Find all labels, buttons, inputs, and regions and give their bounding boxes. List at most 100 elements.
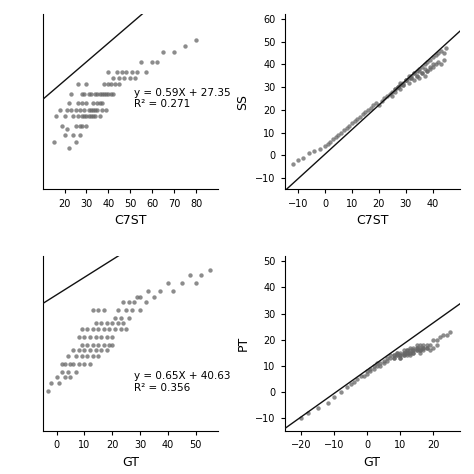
Point bbox=[100, 90, 108, 98]
Point bbox=[72, 106, 79, 114]
Point bbox=[70, 360, 77, 368]
Point bbox=[394, 83, 401, 91]
Point bbox=[374, 360, 381, 367]
Point bbox=[394, 83, 401, 91]
Point bbox=[82, 112, 90, 120]
Point bbox=[64, 352, 72, 360]
Point bbox=[87, 112, 95, 120]
Point bbox=[383, 354, 391, 362]
Point bbox=[406, 346, 414, 354]
Point bbox=[413, 72, 420, 80]
Point bbox=[61, 112, 68, 120]
Point bbox=[424, 67, 431, 75]
Point bbox=[400, 346, 407, 354]
Point bbox=[350, 378, 358, 385]
Point bbox=[381, 95, 388, 102]
Point bbox=[423, 341, 430, 349]
Point bbox=[370, 362, 378, 370]
Point bbox=[418, 70, 426, 77]
Point bbox=[400, 81, 407, 89]
Point bbox=[370, 101, 377, 109]
Point bbox=[164, 279, 172, 287]
Point bbox=[107, 81, 114, 88]
X-axis label: GT: GT bbox=[364, 456, 381, 469]
Point bbox=[72, 122, 79, 129]
Point bbox=[94, 352, 102, 360]
Point bbox=[423, 344, 430, 351]
Point bbox=[81, 333, 88, 341]
Point bbox=[74, 112, 82, 120]
Point bbox=[118, 68, 125, 75]
Point bbox=[92, 346, 100, 354]
Point bbox=[324, 399, 331, 406]
Point bbox=[403, 352, 410, 359]
Point bbox=[119, 319, 127, 327]
Point bbox=[89, 106, 97, 114]
Point bbox=[89, 325, 97, 333]
Point bbox=[52, 112, 60, 120]
Point bbox=[98, 100, 106, 107]
Point bbox=[74, 100, 82, 107]
Point bbox=[380, 357, 388, 365]
Point bbox=[375, 101, 383, 109]
Point bbox=[429, 61, 437, 68]
Point bbox=[145, 287, 152, 295]
Point bbox=[389, 88, 396, 95]
Point bbox=[403, 346, 410, 354]
Point bbox=[410, 70, 418, 77]
Point bbox=[389, 92, 396, 100]
Point bbox=[403, 349, 410, 356]
Point bbox=[58, 360, 66, 368]
Point bbox=[386, 354, 394, 362]
Point bbox=[89, 112, 97, 120]
Point bbox=[72, 368, 80, 376]
Point bbox=[96, 112, 103, 120]
Point bbox=[109, 341, 116, 349]
Point bbox=[94, 341, 102, 349]
Point bbox=[85, 106, 92, 114]
Point bbox=[289, 161, 296, 168]
Point bbox=[408, 74, 415, 82]
Point bbox=[67, 90, 75, 98]
Point bbox=[63, 106, 71, 114]
Point bbox=[89, 352, 97, 360]
Point bbox=[330, 393, 338, 401]
Point bbox=[82, 81, 90, 88]
Point bbox=[76, 122, 84, 129]
Point bbox=[136, 306, 144, 314]
Point bbox=[85, 112, 92, 120]
Point bbox=[406, 349, 414, 356]
Point bbox=[86, 346, 94, 354]
Point bbox=[393, 349, 401, 356]
Point bbox=[439, 331, 447, 338]
Point bbox=[421, 61, 428, 68]
Point bbox=[406, 349, 414, 356]
Point bbox=[150, 293, 158, 301]
Point bbox=[391, 85, 399, 93]
Point bbox=[410, 344, 417, 351]
Point bbox=[383, 357, 391, 365]
Point bbox=[403, 349, 410, 356]
Point bbox=[92, 333, 100, 341]
Point bbox=[111, 81, 119, 88]
Point bbox=[397, 79, 404, 86]
Point bbox=[403, 346, 410, 354]
Point bbox=[102, 90, 110, 98]
Point bbox=[400, 349, 407, 356]
Point bbox=[155, 287, 163, 295]
Point bbox=[91, 112, 99, 120]
Point bbox=[391, 88, 399, 95]
Point bbox=[89, 306, 97, 314]
Point bbox=[419, 344, 427, 351]
Point bbox=[92, 319, 100, 327]
Point bbox=[75, 346, 82, 354]
Point bbox=[142, 68, 149, 75]
Point bbox=[357, 373, 365, 380]
Point bbox=[390, 352, 397, 359]
Point bbox=[83, 325, 91, 333]
Point bbox=[367, 367, 374, 375]
Point bbox=[94, 106, 101, 114]
Point bbox=[394, 83, 401, 91]
Point bbox=[329, 136, 337, 143]
Point bbox=[109, 74, 117, 82]
